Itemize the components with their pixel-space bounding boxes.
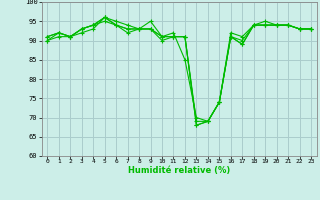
X-axis label: Humidité relative (%): Humidité relative (%) xyxy=(128,166,230,175)
